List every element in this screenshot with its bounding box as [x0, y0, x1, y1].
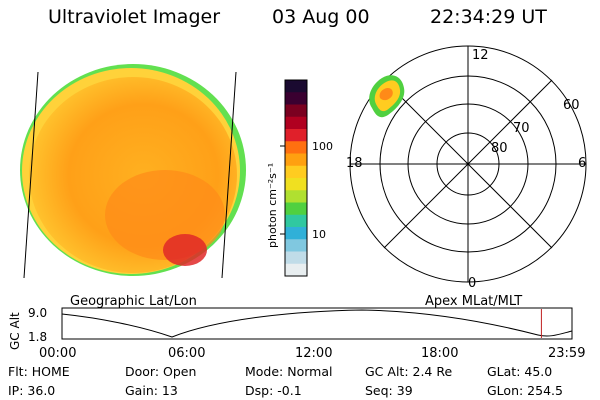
- status-flt: Flt: HOME: [8, 364, 70, 379]
- timeline-x-tick-2359: 23:59: [548, 346, 586, 361]
- status-ip: IP: 36.0: [8, 383, 56, 398]
- colorbar: [280, 79, 308, 277]
- status-dsp: Dsp: -0.1: [245, 383, 302, 398]
- colorbar-segment: [285, 202, 307, 216]
- colorbar-tick-10: 10: [312, 228, 326, 241]
- colorbar-segment: [285, 178, 307, 191]
- polar-mlt-6: 6: [578, 156, 587, 171]
- colorbar-segment: [285, 80, 307, 93]
- polar-diagonal-2: [383, 79, 553, 249]
- colorbar-segment: [285, 214, 307, 228]
- time-label: 22:34:29 UT: [430, 6, 547, 28]
- colorbar-segment: [285, 227, 307, 240]
- colorbar-segment: [285, 92, 307, 105]
- geo-meridian-left: [23, 71, 39, 279]
- colorbar-segment: [285, 263, 307, 277]
- polar-mlt-18: 18: [346, 156, 363, 171]
- timeline-x-tick-1200: 12:00: [295, 346, 333, 361]
- colorbar-segment: [285, 116, 307, 130]
- colorbar-segment: [285, 104, 307, 118]
- timeline-x-tick-0000: 00:00: [39, 346, 77, 361]
- date-label: 03 Aug 00: [272, 6, 370, 28]
- timeline-right-title: Apex MLat/MLT: [425, 294, 523, 309]
- colorbar-segment: [285, 153, 307, 167]
- colorbar-segment: [285, 165, 307, 179]
- polar-lat-70: 70: [513, 121, 530, 136]
- polar-lat-60: 60: [563, 98, 580, 113]
- timeline-left-title: Geographic Lat/Lon: [70, 294, 197, 309]
- colorbar-segment: [285, 190, 307, 203]
- status-gc-alt: GC Alt: 2.4 Re: [365, 364, 453, 379]
- colorbar-tick-100: 100: [312, 140, 333, 153]
- status-mode: Mode: Normal: [245, 364, 333, 379]
- polar-mlt-0: 0: [468, 276, 477, 291]
- polar-aurora-core: [379, 88, 393, 101]
- timeline-x-tick-0600: 06:00: [168, 346, 206, 361]
- polar-lat-80: 80: [491, 141, 508, 156]
- timeline-frame: [61, 307, 573, 340]
- orbit-altitude-curve: [61, 309, 573, 338]
- timeline-y-tick-9: 9.0: [28, 306, 48, 320]
- colorbar-segment: [285, 141, 307, 154]
- status-glat: GLat: 45.0: [487, 364, 553, 379]
- polar-mlt-12: 12: [472, 48, 489, 63]
- status-gain: Gain: 13: [125, 383, 178, 398]
- status-glon: GLon: 254.5: [487, 383, 563, 398]
- colorbar-segment: [285, 129, 307, 142]
- status-seq: Seq: 39: [365, 383, 413, 398]
- timeline-x-tick-1800: 18:00: [421, 346, 459, 361]
- instrument-title: Ultraviolet Imager: [48, 6, 221, 28]
- status-door: Door: Open: [125, 364, 197, 379]
- timeline-y-tick-1.8: 1.8: [28, 330, 48, 344]
- geo-meridian-right: [221, 71, 237, 279]
- colorbar-segment: [285, 239, 307, 252]
- aurora-peak: [163, 234, 207, 266]
- colorbar-segment: [285, 251, 307, 265]
